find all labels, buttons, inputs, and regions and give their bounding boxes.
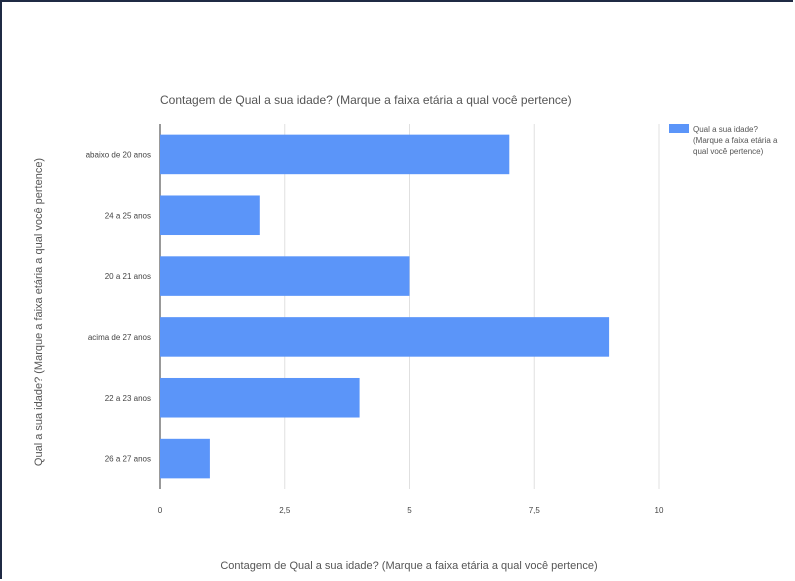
bar <box>160 377 360 418</box>
bar <box>160 256 410 296</box>
bar <box>160 438 210 479</box>
legend-label: Qual a sua idade? (Marque a faixa etária … <box>693 125 778 156</box>
x-tick-label: 5 <box>407 506 412 515</box>
grid-lines <box>159 124 660 489</box>
x-tick-label: 0 <box>158 506 163 515</box>
y-tick-labels: abaixo de 20 anos 24 a 25 anos 20 a 21 ano… <box>86 150 151 463</box>
legend-line: (Marque a faixa etária a <box>693 136 778 145</box>
bar <box>160 134 510 175</box>
y-tick-label: 20 a 21 anos <box>105 272 151 281</box>
legend-line: Qual a sua idade? <box>693 125 758 134</box>
x-tick-label: 10 <box>655 506 664 515</box>
bar <box>160 195 260 236</box>
x-tick-labels: 0 2,5 5 7,5 10 <box>158 506 664 515</box>
y-tick-label: abaixo de 20 anos <box>86 150 151 159</box>
bar <box>160 317 610 357</box>
y-tick-label: acima de 27 anos <box>88 333 151 342</box>
legend-line: qual você pertence) <box>693 147 764 156</box>
legend: Qual a sua idade? (Marque a faixa etária … <box>669 124 778 156</box>
chart-title: Contagem de Qual a sua idade? (Marque a … <box>160 93 572 107</box>
x-tick-label: 7,5 <box>529 506 541 515</box>
y-tick-label: 26 a 27 anos <box>105 455 151 464</box>
y-axis-title: Qual a sua idade? (Marque a faixa etária… <box>33 158 45 466</box>
bars <box>160 134 610 479</box>
legend-swatch <box>669 124 689 133</box>
y-tick-label: 22 a 23 anos <box>105 394 151 403</box>
x-axis-title: Contagem de Qual a sua idade? (Marque a … <box>220 560 597 572</box>
x-tick-label: 2,5 <box>279 506 291 515</box>
y-tick-label: 24 a 25 anos <box>105 211 151 220</box>
